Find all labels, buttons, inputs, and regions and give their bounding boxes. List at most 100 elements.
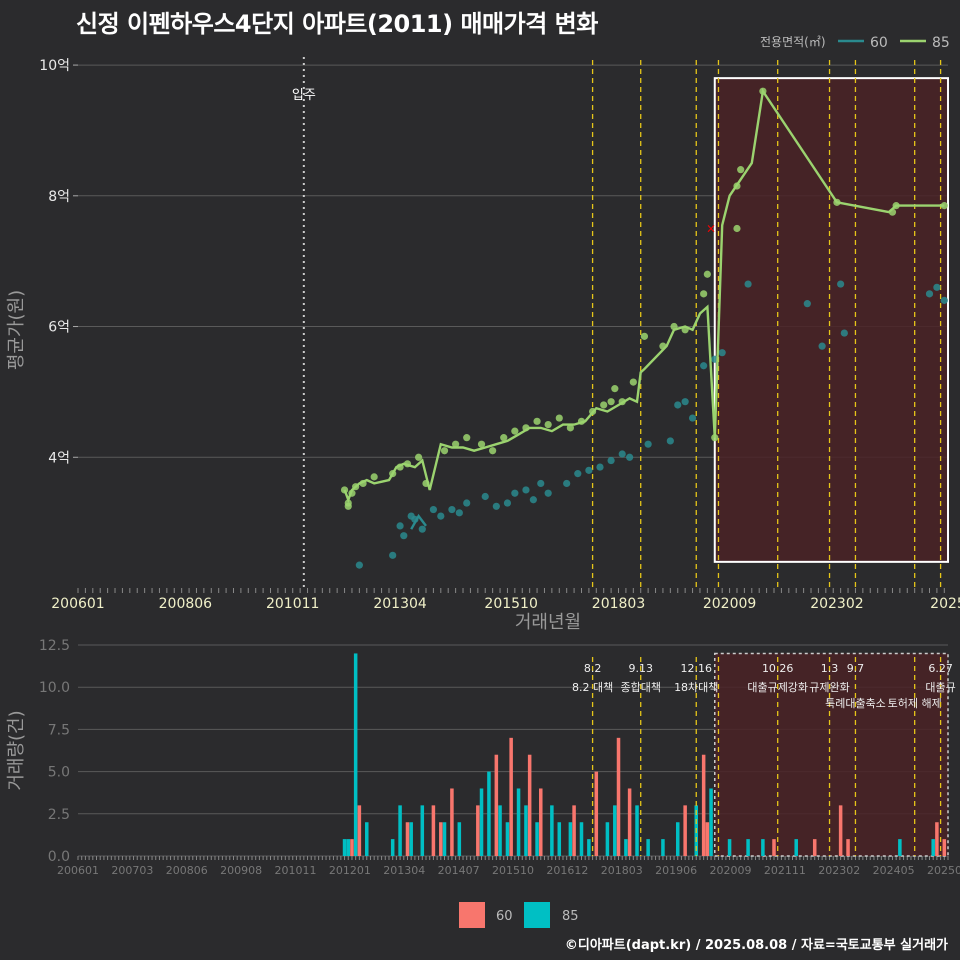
data-point-85 (533, 417, 541, 425)
y-tick-label: 4억 (48, 450, 70, 466)
data-point-60 (837, 280, 845, 288)
highlight-box (713, 77, 949, 563)
volume-bar-85 (568, 822, 573, 856)
data-point-60 (463, 499, 471, 507)
volume-bar-85 (498, 805, 502, 856)
volume-bar-60 (439, 822, 443, 856)
volume-bar-85 (398, 805, 402, 856)
volume-bar-60 (476, 805, 480, 856)
x-tick-label: 202506 (927, 864, 960, 877)
data-point-60 (503, 499, 512, 507)
policy-label: 규제완화 (809, 681, 849, 694)
data-point-85 (600, 401, 608, 409)
data-point-60 (933, 283, 941, 291)
volume-bar-85 (727, 839, 732, 856)
data-point-60 (574, 470, 582, 478)
volume-bar-60 (357, 805, 362, 856)
data-point-85 (892, 202, 900, 210)
data-point-85 (607, 398, 615, 406)
data-point-60 (455, 509, 463, 517)
data-point-85 (629, 378, 637, 386)
data-point-60 (563, 479, 571, 488)
data-point-85 (452, 440, 460, 448)
volume-bar-60 (683, 805, 687, 856)
data-point-85 (670, 322, 678, 331)
y-tick-label: 0.0 (48, 849, 70, 865)
volume-bar-60 (705, 822, 710, 856)
volume-bar-60 (701, 754, 706, 856)
data-point-85 (733, 224, 741, 233)
data-point-60 (607, 456, 615, 465)
volume-bar-85 (605, 822, 610, 856)
data-point-85 (555, 414, 563, 422)
volume-bar-85 (613, 805, 617, 856)
data-point-60 (626, 453, 634, 461)
policy-label: 18차대책 (674, 681, 718, 694)
data-point-85 (389, 470, 397, 478)
data-point-85 (700, 290, 708, 298)
data-point-85 (348, 489, 356, 497)
data-point-85 (489, 447, 497, 455)
x-tick-label: 2025 (930, 596, 960, 612)
volume-bar-85 (746, 839, 750, 856)
data-point-60 (700, 362, 708, 370)
volume-bar-85 (635, 805, 639, 856)
x-tick-label: 202405 (873, 864, 915, 877)
y-tick-label: 6억 (48, 320, 70, 336)
x-tick-label: 202302 (810, 596, 863, 612)
x-tick-label: 201510 (492, 864, 534, 877)
volume-bar-60 (935, 822, 939, 856)
volume-bar-85 (587, 839, 591, 856)
data-point-60 (718, 349, 726, 357)
data-point-85 (940, 202, 948, 210)
legend-swatch-85 (524, 902, 550, 928)
data-point-60 (522, 486, 530, 494)
volume-bar-85 (420, 805, 425, 856)
data-point-60 (481, 492, 489, 501)
data-point-60 (411, 515, 419, 523)
volume-bar-85 (479, 788, 484, 856)
volume-bar-60 (812, 839, 817, 856)
data-point-85 (344, 499, 352, 507)
legend-title: 전용면적(㎡) (760, 35, 826, 49)
y-tick-label: 8억 (48, 189, 70, 205)
volume-bar-85 (442, 822, 447, 856)
volume-bar-60 (405, 822, 410, 856)
data-point-60 (437, 512, 445, 520)
data-point-85 (577, 417, 586, 425)
policy-date: 1.3 (821, 662, 839, 675)
volume-bar-85 (346, 839, 351, 856)
data-point-60 (537, 479, 545, 488)
volume-bar-60 (509, 737, 513, 856)
data-point-85 (500, 434, 508, 442)
data-point-60 (389, 551, 397, 559)
data-point-85 (477, 440, 486, 448)
series-line-60 (410, 513, 427, 530)
data-point-85 (359, 479, 367, 488)
data-point-85 (833, 198, 841, 206)
data-point-60 (529, 496, 537, 504)
x-tick-label: 202111 (764, 864, 806, 877)
data-point-60 (644, 440, 652, 448)
data-point-60 (511, 489, 519, 497)
data-point-60 (448, 505, 456, 514)
volume-bar-85 (931, 839, 935, 856)
x-tick-label: 201304 (373, 596, 427, 612)
data-point-60 (400, 532, 408, 540)
legend-label-85: 85 (932, 35, 950, 51)
volume-bar-85 (661, 839, 665, 856)
movein-label: 입주 (292, 88, 316, 103)
data-point-85 (611, 385, 619, 393)
volume-bar-60 (616, 737, 621, 856)
x-tick-label: 201201 (329, 864, 371, 877)
data-point-85 (703, 270, 711, 278)
x-tick-label: 200806 (159, 596, 213, 612)
volume-bar-60 (594, 771, 599, 856)
policy-date: 12.16 (681, 662, 713, 675)
legend-label-85: 85 (562, 909, 579, 924)
data-point-60 (396, 522, 404, 530)
policy-date: 9.13 (628, 662, 653, 675)
x-tick-label: 200601 (51, 596, 104, 612)
data-point-60 (674, 401, 682, 409)
data-point-85 (340, 486, 349, 494)
